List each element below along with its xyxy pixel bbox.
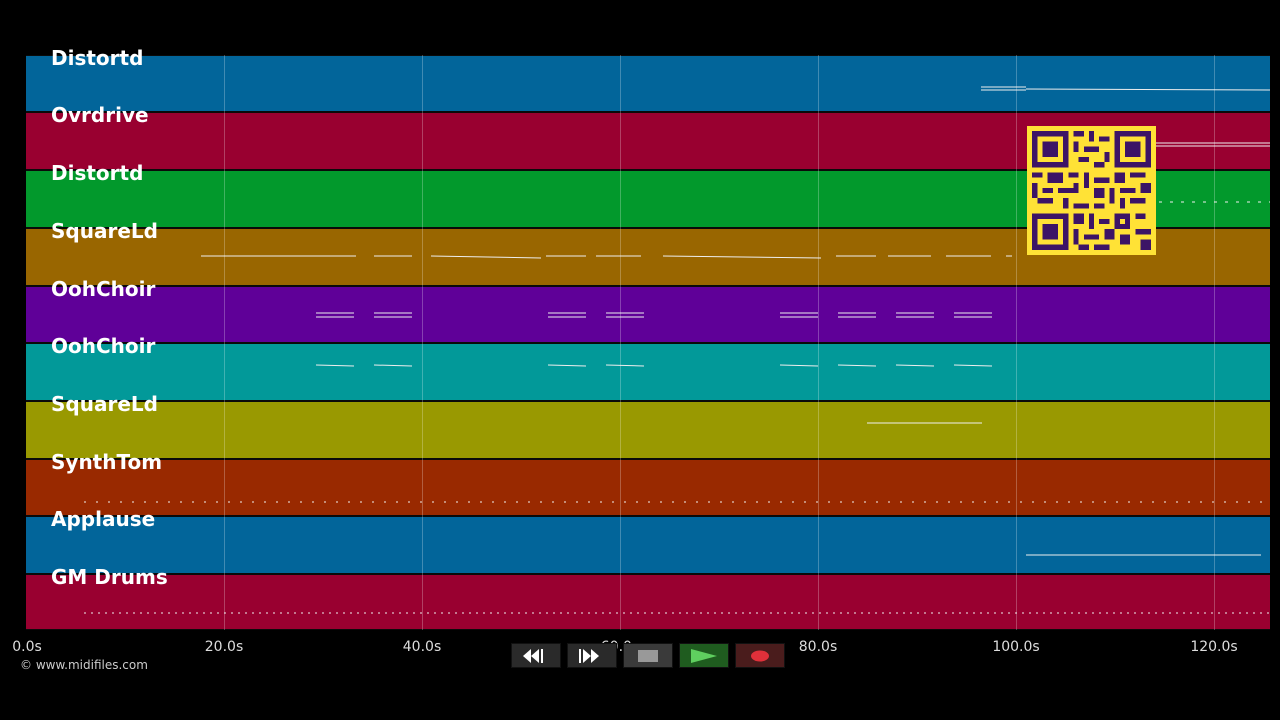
time-tick: 80.0s [798,639,838,655]
track-area: Distortd Ovrdrive Distortd SquareLd OohC… [26,46,1270,630]
rewind-icon [523,648,543,663]
track-label: SquareLd [51,392,158,416]
track-label: Distortd [51,161,144,185]
play-button[interactable] [679,643,729,668]
copyright-text: © www.midifiles.com [20,658,148,672]
qr-code-image[interactable] [1027,126,1156,255]
grid-line [422,55,423,630]
stop-button[interactable] [623,643,673,668]
time-tick: 20.0s [204,639,244,655]
track-6[interactable]: OohChoir [26,334,1270,401]
rewind-button[interactable] [511,643,561,668]
track-10[interactable]: GM Drums [26,565,1270,630]
grid-line [620,55,621,630]
track-7[interactable]: SquareLd [26,392,1270,459]
stop-icon [638,649,658,662]
grid-line [818,55,819,630]
grid-line [224,55,225,630]
time-tick: 40.0s [402,639,442,655]
track-1[interactable]: Distortd [26,46,1270,112]
record-icon [751,650,769,661]
track-label: Applause [51,507,156,531]
track-8[interactable]: SynthTom [26,450,1270,516]
track-5[interactable]: OohChoir [26,277,1270,343]
time-tick: 120.0s [1190,639,1238,655]
track-label: Ovrdrive [51,103,149,127]
grid-line [1016,55,1017,630]
track-9[interactable]: Applause [26,507,1270,574]
track-label: OohChoir [51,334,156,358]
track-label: OohChoir [51,277,156,301]
time-tick: 100.0s [992,639,1040,655]
track-label: GM Drums [51,565,168,589]
time-tick: 0.0s [12,639,42,655]
fast-forward-icon [579,648,599,663]
record-button[interactable] [735,643,785,668]
transport-bar [511,643,785,668]
track-label: SynthTom [51,450,163,474]
play-icon [691,648,717,663]
fast-forward-button[interactable] [567,643,617,668]
grid-line [1214,55,1215,630]
track-label: Distortd [51,46,144,70]
track-label: SquareLd [51,219,158,243]
